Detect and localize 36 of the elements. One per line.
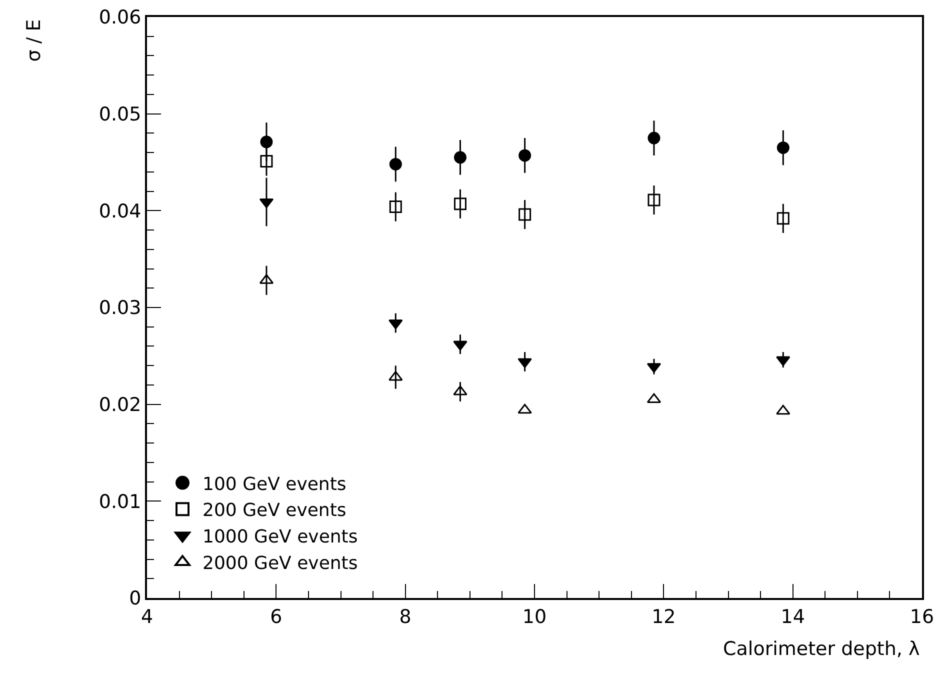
- y-tick-label: 0.03: [98, 297, 142, 320]
- x-tick-label: 4: [140, 606, 154, 628]
- point: [454, 151, 466, 164]
- point: [454, 198, 466, 210]
- point: [259, 198, 274, 208]
- x-tick-label: 6: [270, 606, 282, 628]
- point: [776, 141, 790, 154]
- x-tick-label: 16: [910, 606, 934, 628]
- x-tick-label: 14: [780, 606, 805, 628]
- y-tick-label: 0.05: [98, 103, 142, 126]
- x-tick-label: 10: [522, 606, 547, 628]
- point: [518, 149, 532, 162]
- point: [648, 132, 660, 144]
- legend-label: 200 GeV events: [202, 500, 346, 522]
- y-tick-label: 0.04: [98, 200, 142, 222]
- y-tick-label: 0.02: [98, 394, 142, 416]
- y-axis-title: σ / E: [22, 19, 45, 62]
- point: [388, 370, 403, 381]
- y-tick-label: 0: [129, 588, 142, 610]
- legend-label: 1000 GeV events: [202, 526, 358, 548]
- x-tick-label: 8: [399, 606, 412, 628]
- point: [518, 208, 532, 221]
- x-tick-label: 12: [652, 606, 676, 628]
- legend-label: 100 GeV events: [202, 474, 346, 495]
- y-tick-label: 0.06: [98, 6, 142, 29]
- point: [518, 404, 532, 414]
- y-tick-label: 0.01: [98, 490, 142, 513]
- legend-label: 2000 GeV events: [202, 552, 358, 574]
- point: [776, 212, 790, 225]
- point: [260, 155, 273, 168]
- x-axis-title: Calorimeter depth, λ: [723, 638, 920, 660]
- point: [389, 158, 402, 170]
- point: [776, 404, 790, 415]
- point: [260, 136, 273, 148]
- point: [389, 200, 402, 214]
- point: [648, 194, 660, 206]
